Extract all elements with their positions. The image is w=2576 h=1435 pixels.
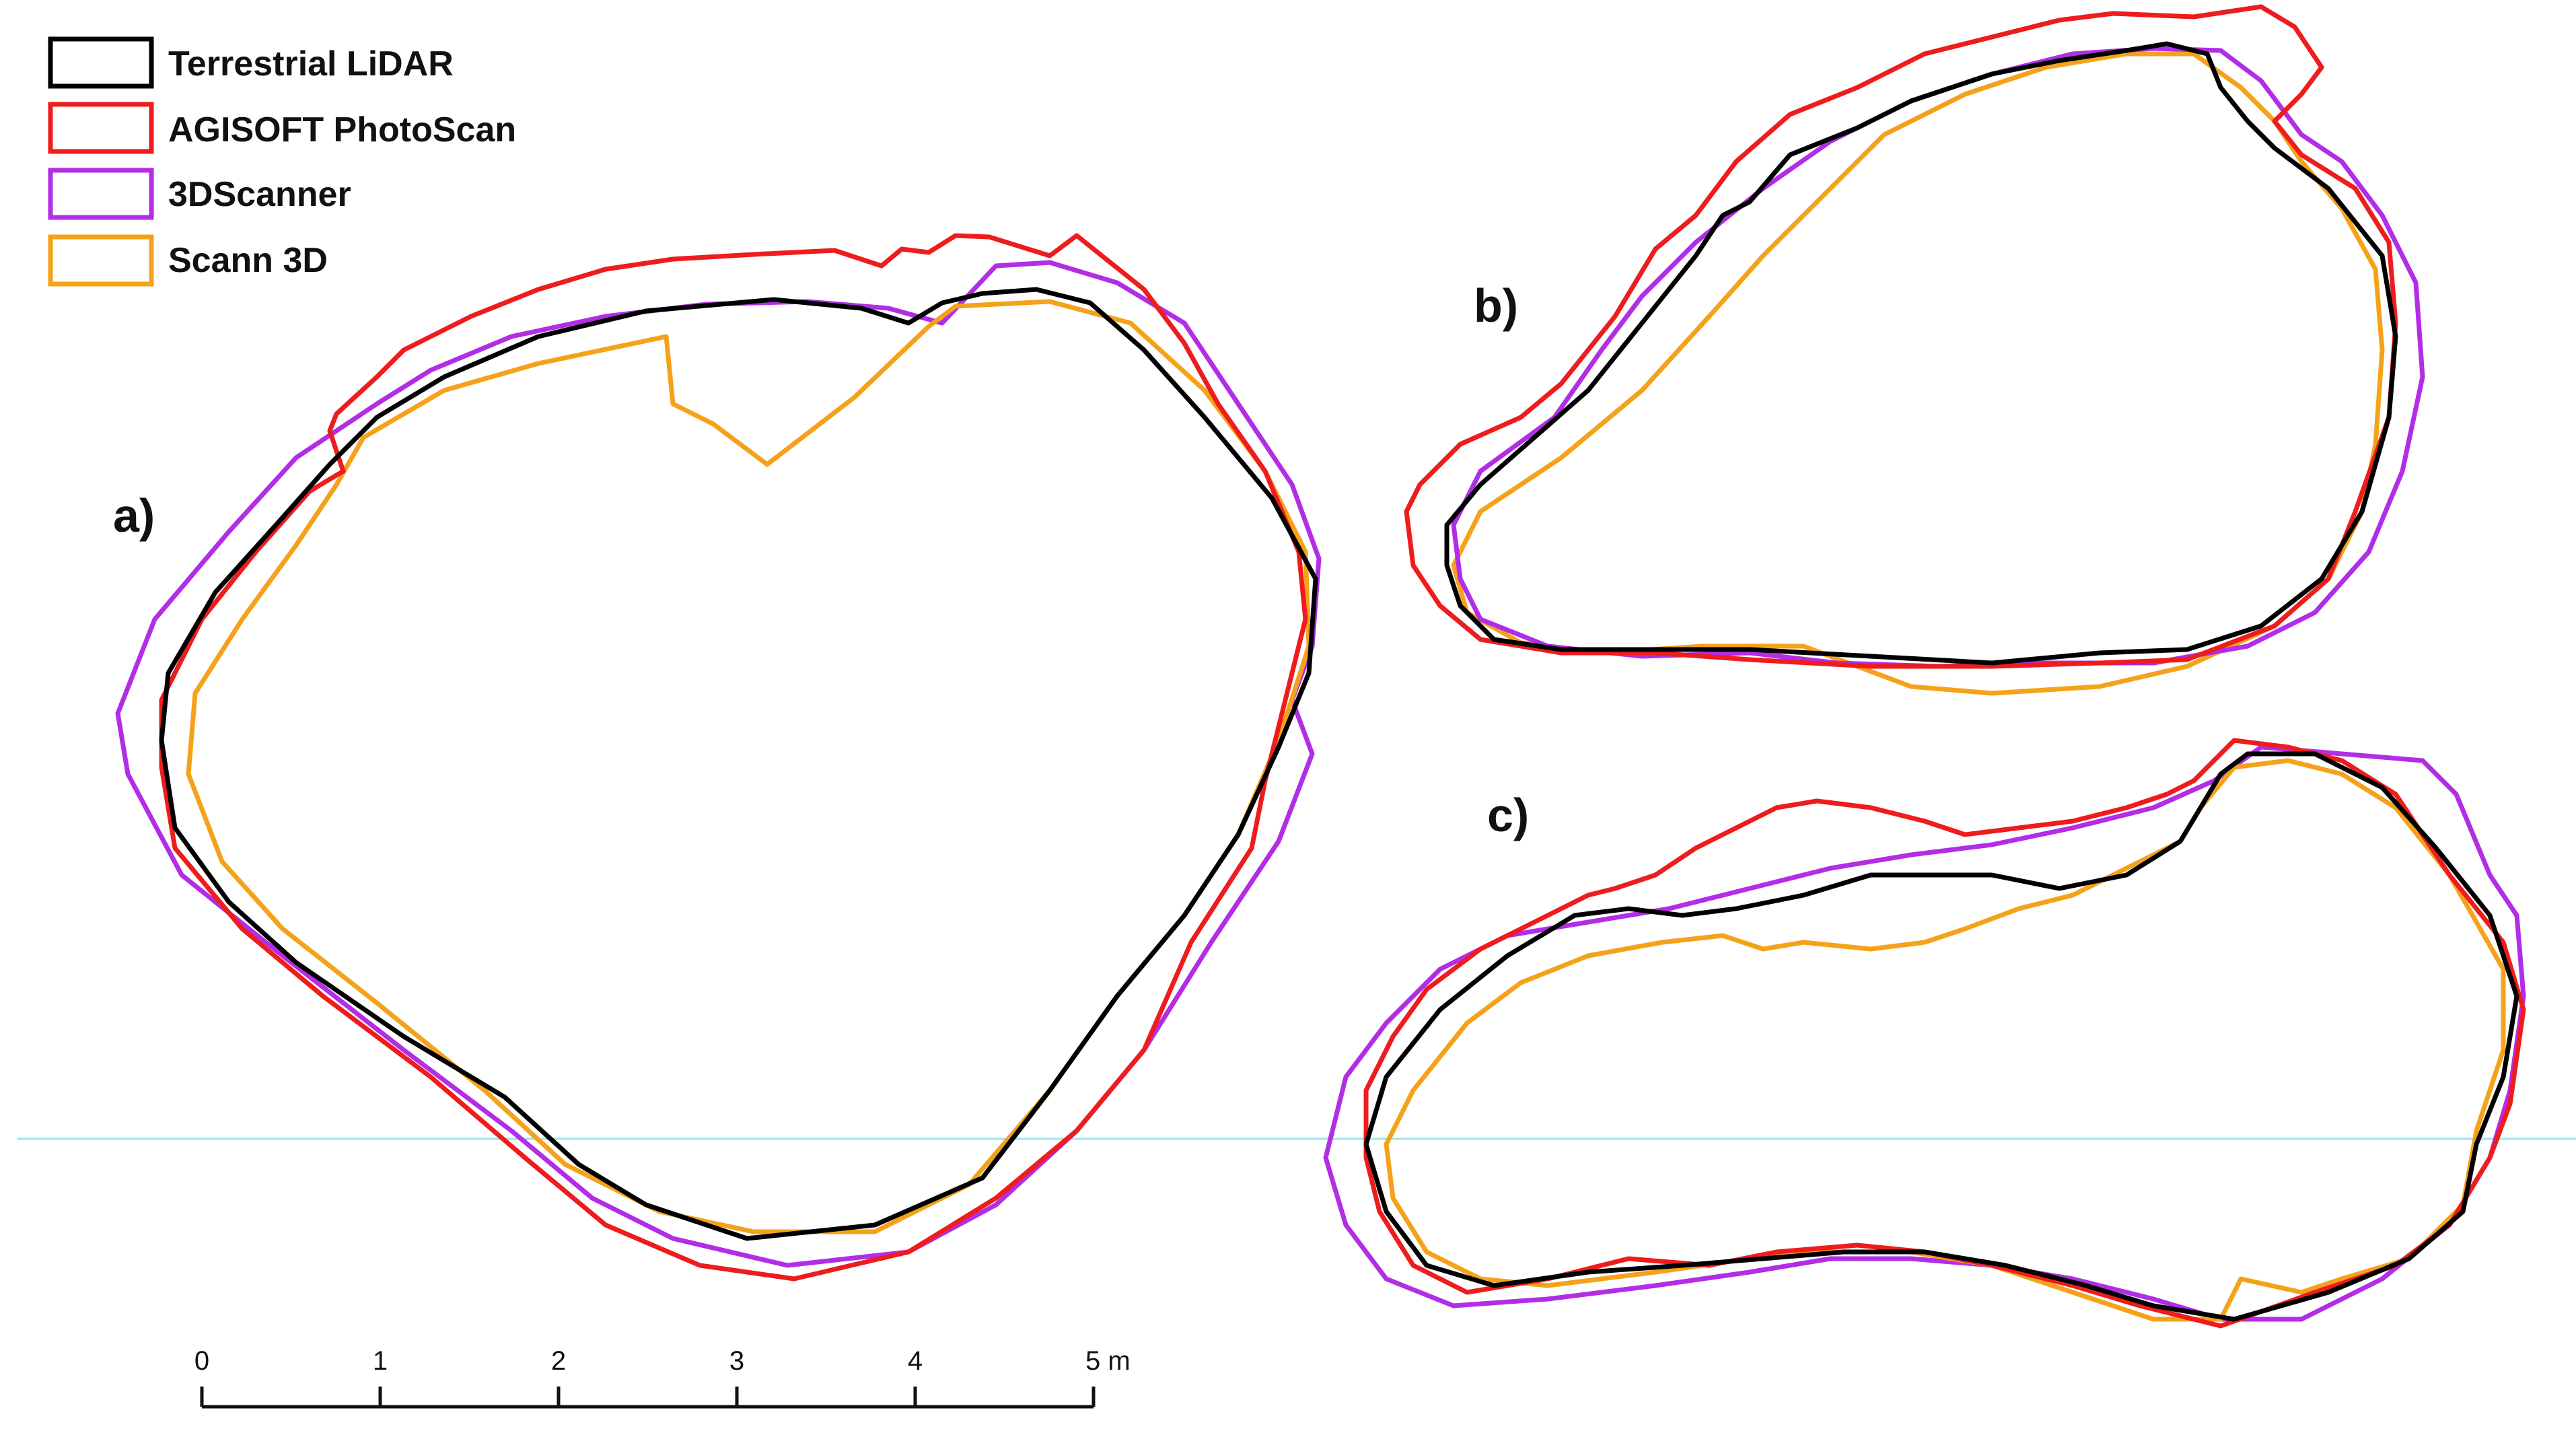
panel-label-a: a) xyxy=(113,489,155,542)
panel-a-terrestrial-lidar-outline xyxy=(159,287,1318,1241)
panel-c-agisoft-photoscan-outline xyxy=(1363,738,2526,1329)
scale-tick-label: 2 xyxy=(551,1346,566,1376)
legend: Terrestrial LiDAR AGISOFT PhotoScan 3DSc… xyxy=(48,36,516,287)
panel-c-scann3d-outline xyxy=(1384,758,2506,1322)
legend-swatch-3dscanner xyxy=(48,168,154,220)
scale-tick-label: 1 xyxy=(373,1346,388,1376)
panel-a-scann3d-outline xyxy=(186,299,1312,1234)
legend-label-terrestrial-lidar: Terrestrial LiDAR xyxy=(168,44,454,83)
panel-label-c: c) xyxy=(1487,789,1529,841)
panel-b-terrestrial-lidar-outline xyxy=(1444,41,2398,666)
panel-c-outlines xyxy=(1323,738,2526,1329)
legend-swatch-terrestrial-lidar xyxy=(48,36,154,89)
legend-label-scann-3d: Scann 3D xyxy=(168,241,328,280)
panel-b-3dscanner-outline xyxy=(1451,46,2425,669)
panel-a-agisoft-photoscan-outline xyxy=(159,233,1308,1282)
panel-a-outlines xyxy=(115,233,1322,1282)
panel-c-3dscanner-outline xyxy=(1323,744,2526,1322)
panel-label-b: b) xyxy=(1474,279,1518,332)
scale-tick-label: 3 xyxy=(729,1346,744,1376)
scale-tick-label: 5 m xyxy=(1085,1346,1131,1376)
panel-a-3dscanner-outline xyxy=(115,260,1322,1268)
legend-swatch-scann-3d xyxy=(48,234,154,287)
panel-b-scann3d-outline xyxy=(1451,51,2385,696)
panel-c-terrestrial-lidar-outline xyxy=(1363,751,2519,1322)
legend-label-agisoft-photoscan: AGISOFT PhotoScan xyxy=(168,110,516,149)
scale-tick-label: 0 xyxy=(194,1346,209,1376)
legend-label-3dscanner: 3DScanner xyxy=(168,175,351,214)
scale-bar-ticks: 0 1 2 3 4 5 m xyxy=(194,1346,1131,1407)
panel-b-outlines xyxy=(1404,4,2425,696)
scale-tick-label: 4 xyxy=(908,1346,923,1376)
scale-bar: 0 1 2 3 4 5 m xyxy=(194,1346,1131,1409)
panel-b-agisoft-photoscan-outline xyxy=(1404,4,2398,669)
legend-swatch-agisoft-photoscan xyxy=(48,102,154,154)
